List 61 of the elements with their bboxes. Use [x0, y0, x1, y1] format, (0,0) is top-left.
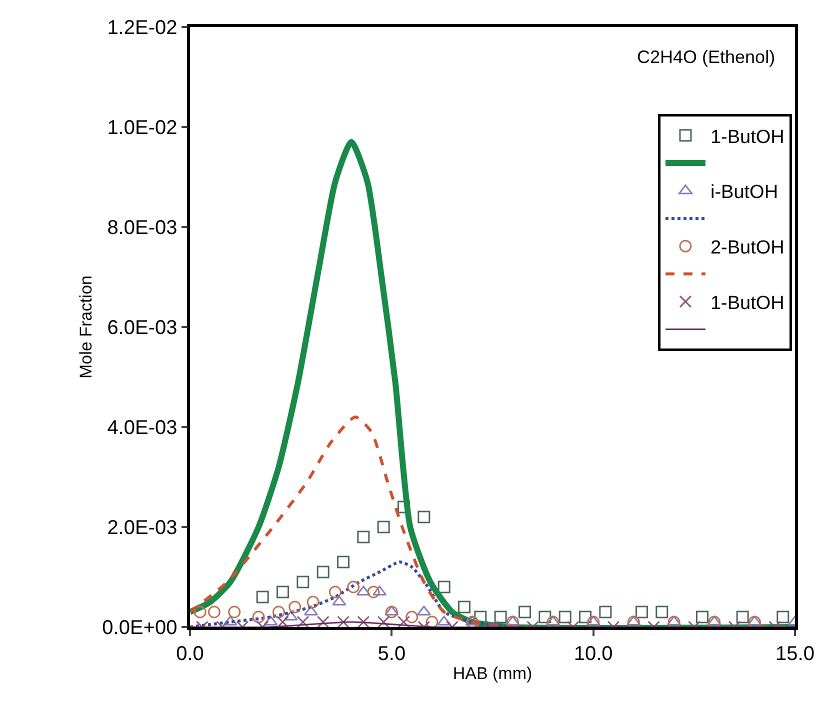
point [272, 606, 285, 618]
y-tick-label: 1.0E-02 [107, 117, 178, 139]
point [367, 586, 380, 598]
point [538, 610, 552, 624]
point [337, 556, 350, 568]
y-tick-label: 4.0E-03 [107, 417, 178, 439]
x-axis-title: HAB (mm) [452, 664, 532, 684]
point [579, 610, 592, 624]
point [337, 616, 350, 627]
point [776, 610, 790, 624]
point [316, 566, 330, 578]
point [656, 606, 668, 618]
point [208, 606, 220, 618]
point [385, 606, 398, 618]
point [377, 520, 390, 534]
point [418, 510, 430, 524]
point [558, 610, 572, 624]
point [599, 606, 612, 618]
point [357, 616, 370, 627]
x-tick-label: 0.0 [176, 642, 204, 665]
point [696, 610, 708, 624]
point [328, 586, 342, 598]
point [347, 580, 360, 594]
point [276, 586, 290, 598]
legend-label: 2-ButOH [710, 238, 784, 259]
legend-label: 1-ButOH [710, 292, 784, 314]
point [518, 606, 532, 618]
point [377, 616, 390, 627]
y-tick-label: 1.2E-02 [107, 17, 178, 39]
point [406, 610, 418, 624]
point [228, 606, 241, 618]
point [398, 616, 410, 627]
point [635, 606, 648, 618]
legend-label: 1-ButOH [710, 126, 784, 148]
point [252, 610, 265, 624]
point [736, 610, 749, 624]
y-tick-label: 0.0E+00 [102, 617, 178, 639]
line-series [190, 416, 795, 627]
point [438, 580, 450, 594]
point [296, 576, 310, 588]
x-tick-label: 10.0 [574, 642, 613, 665]
x-tick-label: 5.0 [378, 642, 406, 665]
x-tick-label: 15.0 [776, 642, 814, 665]
point [194, 606, 206, 618]
annotation: C2H4O (Ethenol) [637, 47, 776, 67]
point [296, 616, 310, 627]
y-tick-label: 2.0E-03 [107, 517, 178, 539]
point [276, 616, 290, 627]
point [316, 616, 330, 627]
y-axis-title: Mole Fraction [76, 276, 96, 378]
y-tick-label: 6.0E-03 [107, 317, 178, 339]
point [357, 530, 370, 544]
line-series [190, 560, 795, 627]
point [426, 616, 438, 627]
point [288, 600, 302, 614]
point [458, 600, 471, 614]
y-tick-label: 8.0E-03 [107, 217, 178, 239]
legend-label: i-ButOH [710, 182, 778, 204]
point [256, 590, 269, 604]
point [494, 610, 507, 624]
point [306, 596, 320, 608]
